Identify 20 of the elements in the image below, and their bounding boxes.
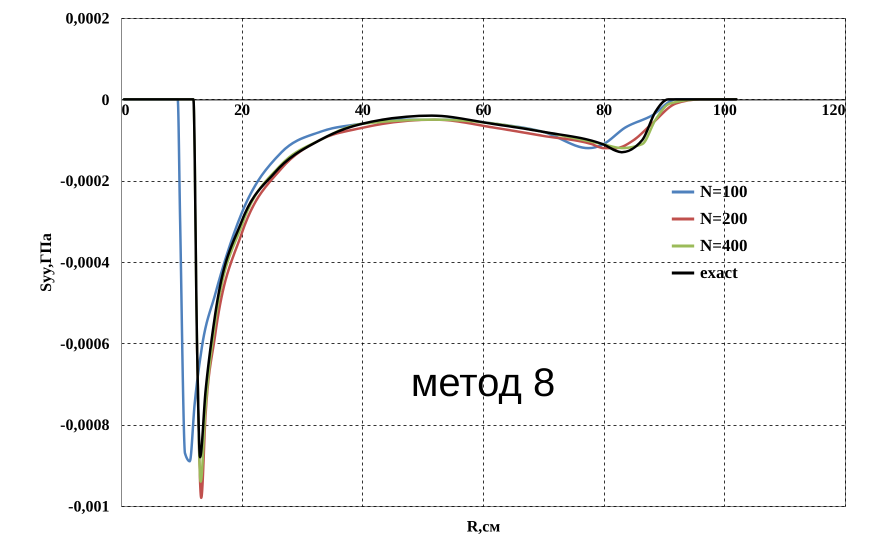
x-tick-label: 60: [476, 102, 492, 119]
y-tick-label: -0,0002: [60, 173, 110, 190]
x-tick-label: 100: [712, 102, 737, 119]
legend-label: exact: [700, 263, 738, 282]
legend-label: N=400: [700, 236, 748, 256]
annotation: метод 8: [410, 361, 556, 405]
y-tick-label: -0,0004: [60, 254, 110, 272]
y-tick-label: -0,0008: [60, 417, 110, 434]
y-tick-label: -0,001: [68, 498, 110, 516]
legend-label: N=100: [700, 182, 748, 202]
x-tick-label: 120: [822, 102, 846, 119]
x-tick-label: 40: [354, 102, 371, 119]
y-tick-label: -0,0006: [60, 336, 110, 353]
x-tick-label: 80: [596, 102, 612, 119]
y-tick-label: 0,0002: [66, 10, 110, 28]
y-axis-title: Syy,ГПа: [38, 233, 56, 292]
x-tick-label: 0: [122, 102, 130, 119]
legend-label: N=200: [700, 209, 748, 228]
x-axis-title: R,см: [466, 518, 500, 536]
x-tick-label: 20: [234, 102, 250, 119]
